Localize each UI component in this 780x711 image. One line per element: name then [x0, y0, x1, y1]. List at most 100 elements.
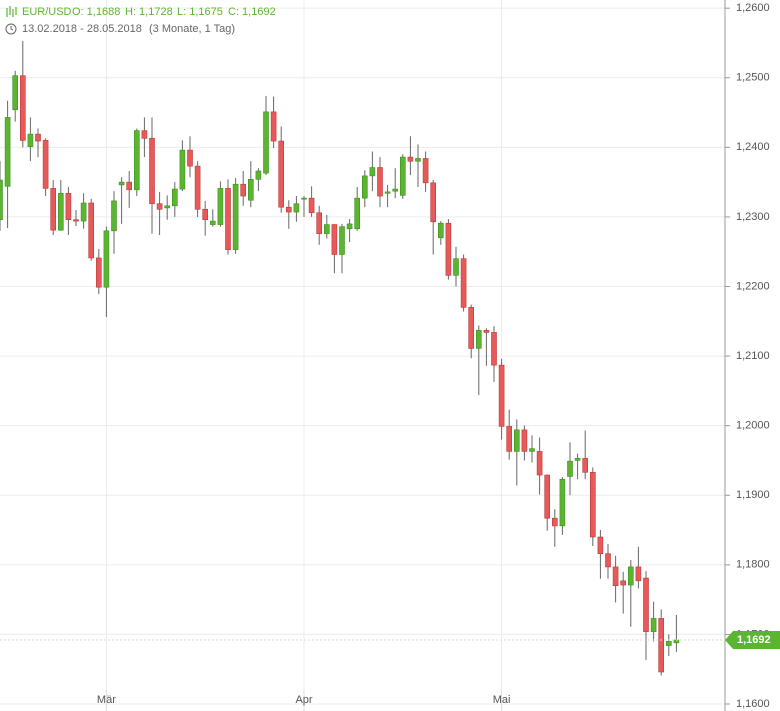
candle-body — [392, 188, 399, 192]
candle-body — [346, 223, 353, 230]
candle-body — [582, 458, 589, 473]
candle-body — [369, 167, 376, 177]
candle-body — [377, 167, 383, 197]
clock-icon — [5, 23, 17, 35]
candle-body — [126, 181, 132, 191]
y-tick-label: 1,1900 — [736, 489, 770, 501]
candle-body — [4, 117, 11, 187]
candle-body — [118, 181, 125, 186]
candle-body — [80, 202, 87, 222]
candle-body — [399, 156, 406, 196]
candle-body — [529, 448, 535, 452]
last-price-marker — [725, 630, 780, 649]
symbol: EUR/USD — [22, 6, 72, 18]
candle-body — [384, 191, 391, 194]
open-label: O: 1,1688 — [72, 6, 120, 18]
last-price-label: 1,1692 — [737, 634, 771, 646]
candle-body — [111, 200, 117, 232]
candle-body — [612, 566, 619, 587]
candle-body — [354, 197, 361, 230]
candle-body — [134, 130, 140, 191]
candle-body — [50, 188, 57, 231]
y-tick-label: 1,2500 — [736, 72, 770, 84]
candle-body — [210, 220, 216, 225]
low-label: L: 1,1675 — [177, 6, 223, 18]
x-tick-label: Mär — [97, 694, 116, 706]
header: EUR/USD O: 1,1688 H: 1,1728 L: 1,1675 C:… — [5, 6, 276, 35]
candle-body — [627, 566, 634, 586]
candle-body — [42, 140, 49, 189]
candle-body — [255, 170, 262, 180]
candle-body — [506, 426, 513, 452]
candle-body — [278, 140, 285, 208]
candle-body — [361, 175, 368, 199]
candle-body — [35, 133, 41, 142]
candle-body — [475, 330, 482, 349]
candle-body — [141, 130, 148, 139]
candle-body — [248, 179, 254, 201]
y-tick-label: 1,1600 — [736, 698, 770, 710]
y-tick-label: 1,2100 — [736, 350, 770, 362]
candle-body — [658, 618, 665, 673]
candle-body — [88, 202, 94, 259]
candle-body — [544, 474, 551, 519]
chart-icon — [6, 6, 17, 17]
y-tick-label: 1,2400 — [736, 141, 770, 153]
y-tick-label: 1,2600 — [736, 2, 770, 14]
date-range: 13.02.2018 - 28.05.2018 — [22, 23, 142, 35]
candle-body — [194, 165, 201, 210]
close-label: C: 1,1692 — [228, 6, 276, 18]
candle-body — [149, 137, 155, 205]
candle-body — [620, 580, 627, 586]
candle-body — [635, 566, 642, 582]
candle-body — [217, 188, 224, 225]
candle-body — [453, 258, 459, 276]
candle-body — [650, 618, 657, 632]
candle-body — [331, 224, 338, 255]
candle-body — [293, 203, 300, 213]
candle-body — [308, 197, 315, 214]
candle-body — [437, 222, 444, 239]
candle-body — [415, 158, 421, 162]
candle-body — [57, 192, 64, 231]
candle-body — [179, 149, 186, 190]
candle-body — [172, 188, 178, 207]
candle-body — [202, 208, 208, 221]
candle-body — [240, 183, 246, 197]
y-tick-label: 1,2000 — [736, 420, 770, 432]
candle-body — [316, 212, 323, 234]
candle-body — [445, 222, 452, 276]
grid — [0, 0, 725, 711]
candle-body — [339, 226, 345, 255]
candle-body — [285, 206, 292, 213]
candle-body — [521, 429, 528, 452]
candle-body — [468, 307, 475, 349]
candle-body — [665, 641, 672, 646]
candle-body — [498, 364, 505, 427]
candle-body — [597, 536, 604, 555]
candle-body — [301, 197, 307, 200]
x-tick-label: Mai — [493, 694, 511, 706]
candle-body — [19, 75, 26, 141]
candle-body — [567, 460, 573, 477]
candle-body — [551, 517, 558, 527]
candle-body — [103, 230, 110, 288]
candle-body — [0, 179, 3, 221]
candle-body — [187, 149, 193, 167]
candle-body — [559, 478, 566, 527]
candle-body — [460, 258, 467, 308]
candle-body — [156, 203, 163, 210]
candle-body — [491, 332, 497, 366]
candle-body — [73, 219, 79, 222]
period: (3 Monate, 1 Tag) — [149, 23, 235, 35]
y-tick-label: 1,2300 — [736, 211, 770, 223]
candle-body — [605, 553, 611, 568]
y-tick-label: 1,1800 — [736, 559, 770, 571]
candle-body — [323, 224, 330, 234]
candle-body — [536, 451, 543, 476]
candle-body — [164, 205, 170, 209]
candle-body — [270, 111, 277, 142]
candle-body — [483, 330, 490, 333]
